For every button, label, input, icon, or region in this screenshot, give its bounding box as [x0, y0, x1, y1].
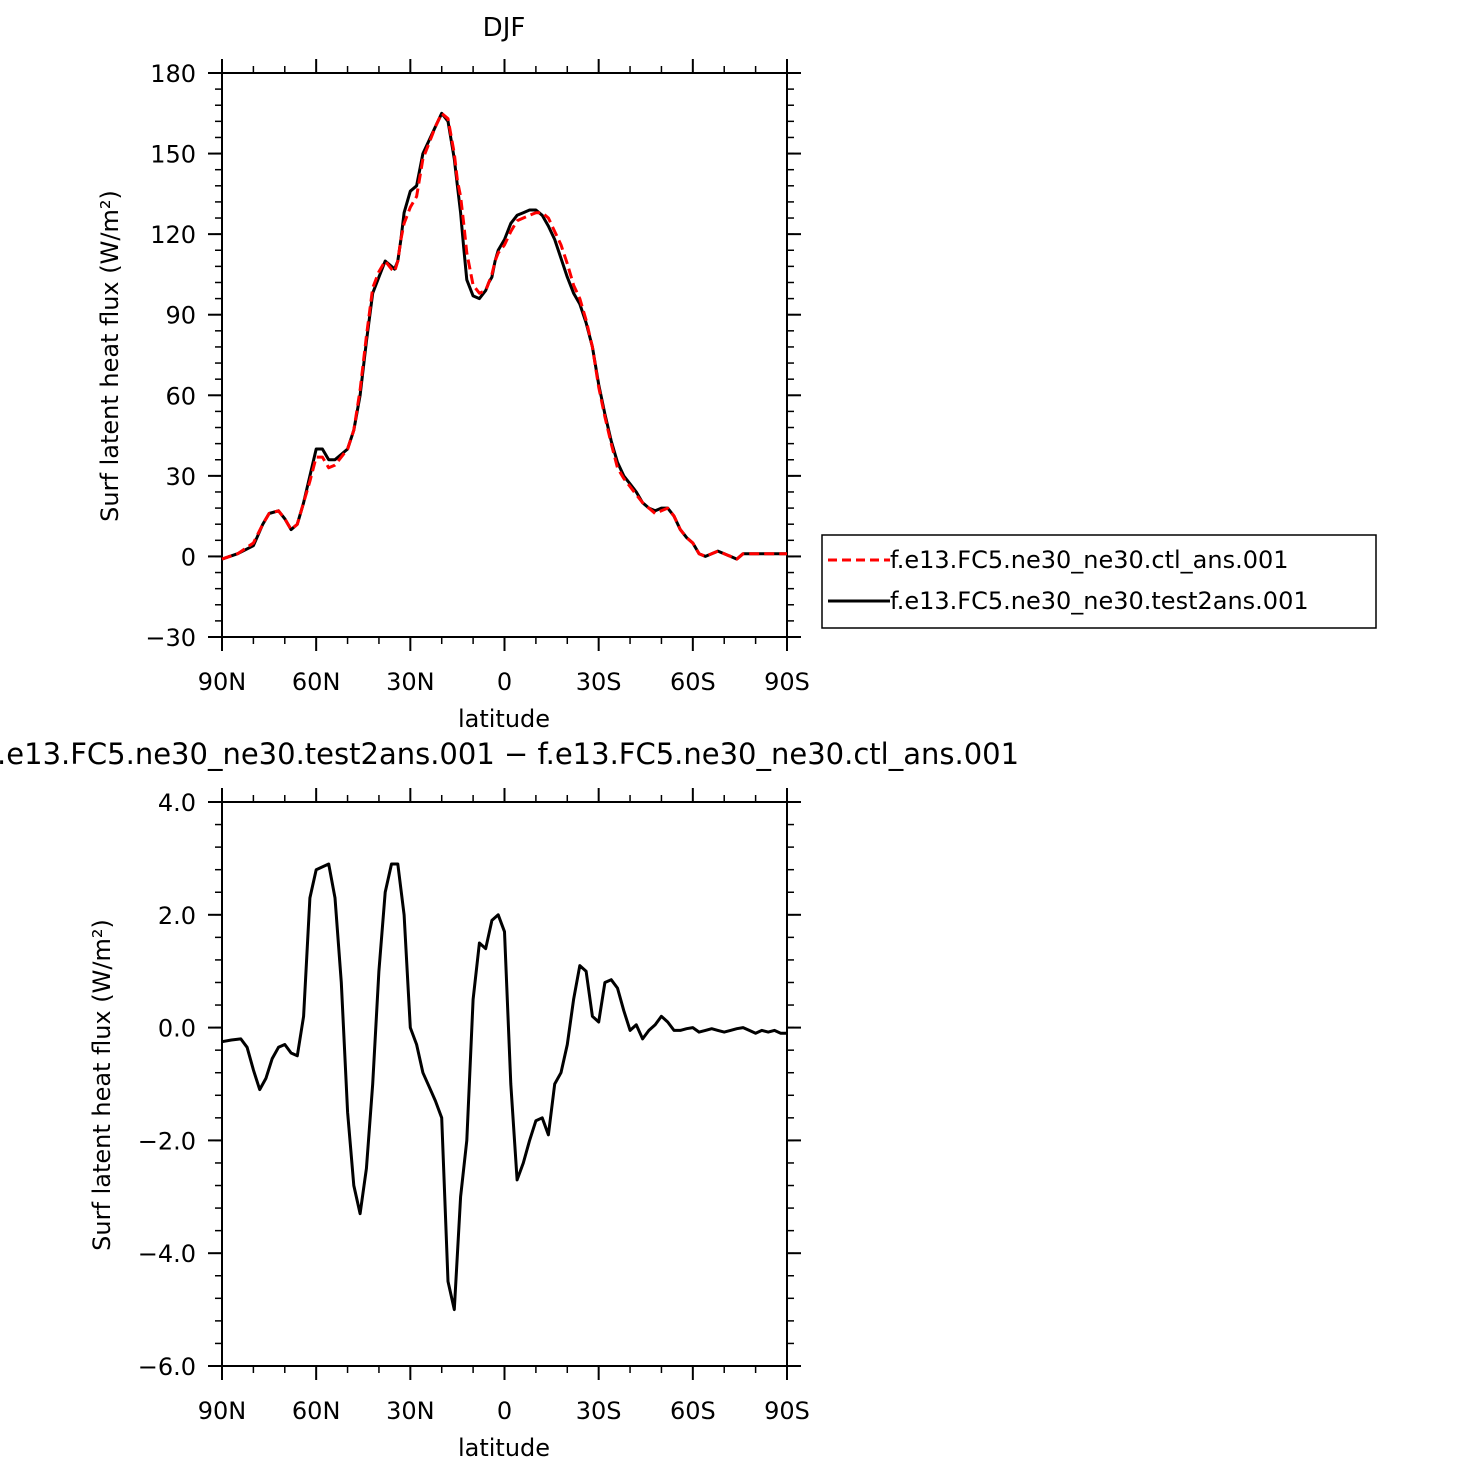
difference-x-tick-label: 90S: [764, 1397, 810, 1425]
difference-chart: f.e13.FC5.ne30_ne30.test2ans.001 − f.e13…: [0, 737, 1019, 1462]
djf-x-tick-label: 60N: [292, 668, 341, 696]
djf-y-tick-label: 60: [165, 382, 196, 410]
difference-chart-title: f.e13.FC5.ne30_ne30.test2ans.001 − f.e13…: [0, 737, 1019, 771]
djf-x-tick-label: 90S: [764, 668, 810, 696]
difference-y-tick-label: −6.0: [138, 1353, 196, 1381]
djf-x-tick-label: 90N: [198, 668, 247, 696]
djf-y-tick-label: 180: [150, 60, 196, 88]
difference-y-tick-label: 4.0: [158, 789, 196, 817]
djf-y-axis-label: Surf latent heat flux (W/m²): [96, 190, 124, 522]
difference-y-axis-label: Surf latent heat flux (W/m²): [88, 919, 116, 1251]
difference-series-line-0: [221, 862, 787, 1312]
legend-box: [821, 534, 1377, 629]
djf-y-tick-label: 30: [165, 463, 196, 491]
djf-y-tick-label: 0: [181, 543, 196, 571]
djf-x-axis-label: latitude: [458, 705, 550, 733]
djf-chart-title: DJF: [483, 13, 526, 43]
difference-y-tick-label: −4.0: [138, 1240, 196, 1268]
djf-x-tick-label: 60S: [670, 668, 716, 696]
djf-y-tick-label: 90: [165, 302, 196, 330]
djf-x-tick-label: 30S: [576, 668, 622, 696]
djf-y-tick-label: −30: [145, 624, 196, 652]
difference-x-tick-label: 90N: [198, 1397, 247, 1425]
djf-chart: DJF 90N 60N 30N 0 30S 60S 90S −30 0 30 60 90 120 150 1…: [96, 13, 810, 733]
difference-plot-frame: [221, 801, 788, 1367]
djf-plot-frame: [221, 72, 788, 638]
difference-y-tick-label: 0.0: [158, 1015, 196, 1043]
legend-label-ctl: f.e13.FC5.ne30_ne30.ctl_ans.001: [890, 546, 1289, 574]
djf-series-line-0: [221, 111, 787, 561]
legend: f.e13.FC5.ne30_ne30.ctl_ans.001 f.e13.FC…: [821, 534, 1377, 629]
djf-y-tick-label: 150: [150, 141, 196, 169]
difference-x-axis-label: latitude: [458, 1434, 550, 1462]
difference-x-tick-label: 60N: [292, 1397, 341, 1425]
legend-label-test: f.e13.FC5.ne30_ne30.test2ans.001: [890, 587, 1309, 615]
djf-y-tick-label: 120: [150, 221, 196, 249]
difference-y-tick-label: −2.0: [138, 1127, 196, 1155]
difference-x-tick-label: 0: [497, 1397, 512, 1425]
difference-x-tick-label: 30N: [386, 1397, 435, 1425]
difference-x-tick-label: 60S: [670, 1397, 716, 1425]
difference-x-tick-label: 30S: [576, 1397, 622, 1425]
djf-x-tick-label: 0: [497, 668, 512, 696]
djf-x-tick-label: 30N: [386, 668, 435, 696]
difference-y-tick-label: 2.0: [158, 902, 196, 930]
